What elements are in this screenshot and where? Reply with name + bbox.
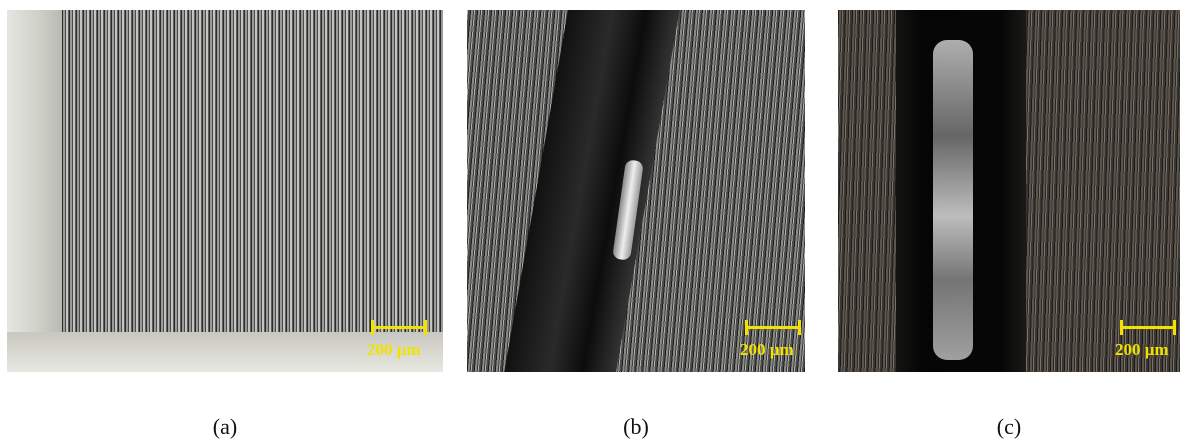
scale-bar — [745, 326, 801, 329]
debris — [933, 40, 973, 360]
figure: 200 µm 200 µm 200 µm (a) (b) (c) (() => … — [0, 0, 1187, 440]
caption: (b) — [623, 414, 649, 440]
scale-bar-label: 200 µm — [367, 340, 421, 360]
micrograph-a: 200 µm — [7, 10, 443, 372]
scale-bar-label: 200 µm — [1115, 340, 1169, 360]
scale-bar — [1120, 326, 1176, 329]
micrograph-b: 200 µm — [467, 10, 805, 372]
micrograph-c: 200 µm — [838, 10, 1180, 372]
scale-bar — [371, 326, 427, 329]
caption: (c) — [997, 414, 1021, 440]
fibers — [62, 10, 443, 332]
scale-bar-label: 200 µm — [740, 340, 794, 360]
resin-edge — [7, 10, 62, 372]
caption: (a) — [213, 414, 237, 440]
